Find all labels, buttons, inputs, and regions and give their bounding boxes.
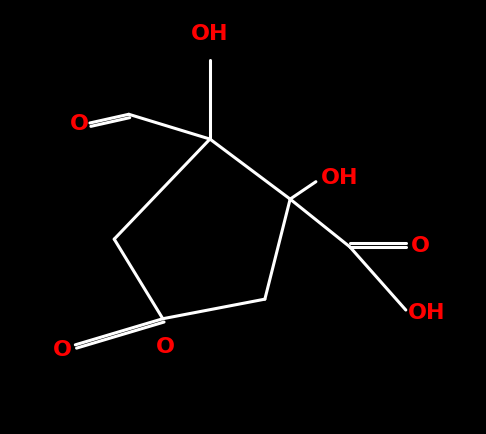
- Text: O: O: [411, 235, 430, 255]
- Text: O: O: [53, 339, 72, 359]
- Text: O: O: [156, 336, 175, 356]
- Text: OH: OH: [191, 23, 229, 43]
- Text: O: O: [69, 114, 88, 134]
- Text: OH: OH: [408, 302, 446, 322]
- Text: OH: OH: [321, 168, 358, 188]
